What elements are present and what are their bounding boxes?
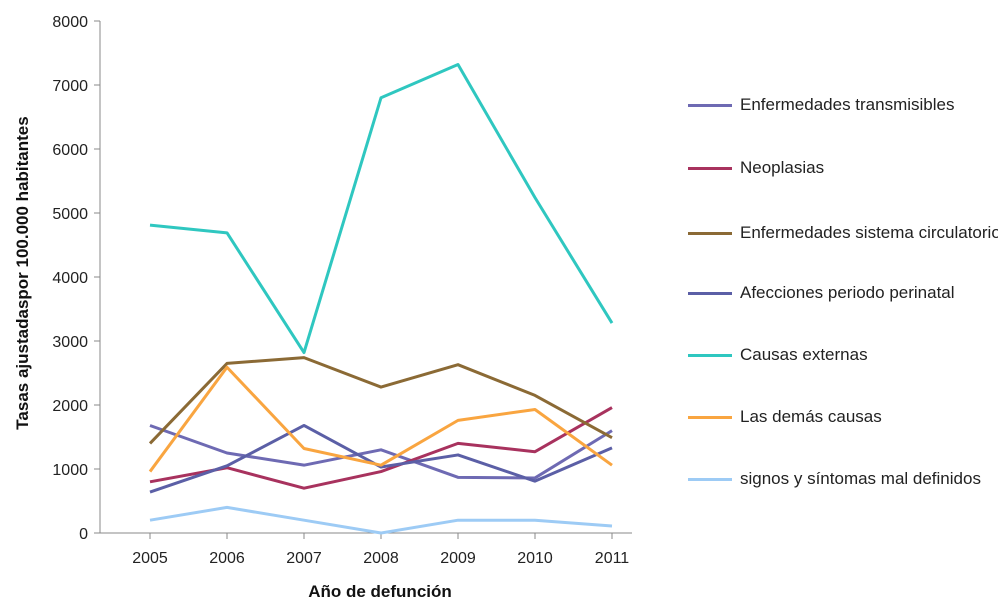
legend-label: Enfermedades sistema circulatorio bbox=[740, 223, 998, 242]
legend-swatch bbox=[688, 416, 732, 419]
legend-item: Afecciones periodo perinatal bbox=[688, 280, 998, 305]
x-tick-label: 2005 bbox=[132, 550, 168, 567]
legend-label: Afecciones periodo perinatal bbox=[740, 283, 955, 302]
legend-label: Enfermedades transmisibles bbox=[740, 95, 955, 114]
y-axis-title: Tasas ajustadaspor 100.000 habitantes bbox=[13, 116, 32, 429]
series-line-6 bbox=[148, 365, 613, 473]
x-axis-title: Año de defunción bbox=[308, 582, 452, 601]
series-line-3 bbox=[148, 356, 613, 445]
series-line-2 bbox=[149, 406, 613, 490]
legend-label: Causas externas bbox=[740, 345, 868, 364]
legend-item: Enfermedades sistema circulatorio bbox=[688, 220, 998, 245]
x-axis-ticks: 2005 2006 2007 2008 2009 2010 2011 bbox=[132, 533, 629, 567]
legend-item: Enfermedades transmisibles bbox=[688, 92, 998, 117]
legend-swatch bbox=[688, 354, 732, 357]
legend-item: Neoplasias bbox=[688, 155, 998, 180]
series-line-5 bbox=[149, 63, 614, 355]
y-tick-label: 3000 bbox=[52, 334, 88, 351]
x-tick-label: 2006 bbox=[209, 550, 245, 567]
x-tick-label: 2007 bbox=[286, 550, 322, 567]
legend-item: Causas externas bbox=[688, 342, 998, 367]
y-axis-ticks: 0 1000 2000 3000 4000 5000 6000 7000 8000 bbox=[52, 14, 100, 543]
legend-swatch bbox=[688, 167, 732, 170]
y-tick-label: 8000 bbox=[52, 14, 88, 31]
y-tick-label: 0 bbox=[79, 526, 88, 543]
x-tick-label: 2008 bbox=[363, 550, 399, 567]
legend-swatch bbox=[688, 292, 732, 295]
x-tick-label: 2011 bbox=[595, 550, 630, 567]
series-lines bbox=[148, 63, 614, 535]
legend-swatch bbox=[688, 232, 732, 235]
y-tick-label: 7000 bbox=[52, 78, 88, 95]
series-line-1 bbox=[149, 424, 613, 480]
legend-label: signos y síntomas mal definidos bbox=[740, 469, 981, 488]
y-tick-label: 1000 bbox=[52, 462, 88, 479]
x-tick-label: 2010 bbox=[517, 550, 553, 567]
legend-item: signos y síntomas mal definidos bbox=[688, 466, 998, 491]
series-line-4 bbox=[149, 423, 613, 494]
series-line-7 bbox=[149, 505, 613, 535]
legend-item: Las demás causas bbox=[688, 404, 998, 429]
x-tick-label: 2009 bbox=[440, 550, 476, 567]
legend-swatch bbox=[688, 104, 732, 107]
legend-swatch bbox=[688, 478, 732, 481]
y-tick-label: 5000 bbox=[52, 206, 88, 223]
legend-label: Las demás causas bbox=[740, 407, 882, 426]
y-tick-label: 6000 bbox=[52, 142, 88, 159]
y-tick-label: 4000 bbox=[52, 270, 88, 287]
y-tick-label: 2000 bbox=[52, 398, 88, 415]
legend-label: Neoplasias bbox=[740, 158, 825, 177]
